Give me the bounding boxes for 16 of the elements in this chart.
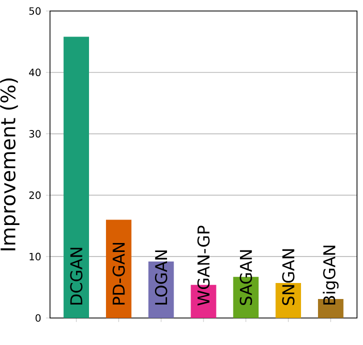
x-tick-label: BigGAN <box>322 246 339 304</box>
bar <box>64 36 90 318</box>
y-tick-label: 50 <box>29 7 41 15</box>
y-axis-title: Improvement (%) <box>0 78 20 250</box>
x-tick-label: PD-GAN <box>112 242 125 304</box>
y-tick-label: 20 <box>29 191 41 199</box>
y-tick-label: 30 <box>29 130 41 138</box>
y-tick-label: 40 <box>29 68 41 76</box>
x-tick-label: LOGAN <box>154 250 168 304</box>
x-tick-label: WGAN-GP <box>197 226 210 306</box>
x-tick-label: DCGAN <box>70 248 82 304</box>
bar <box>106 220 132 318</box>
y-tick-label: 10 <box>30 252 41 260</box>
y-tick-label: 0 <box>36 314 41 322</box>
x-tick-label: SNGAN <box>282 249 294 305</box>
x-tick-label: SAGAN <box>240 250 252 305</box>
